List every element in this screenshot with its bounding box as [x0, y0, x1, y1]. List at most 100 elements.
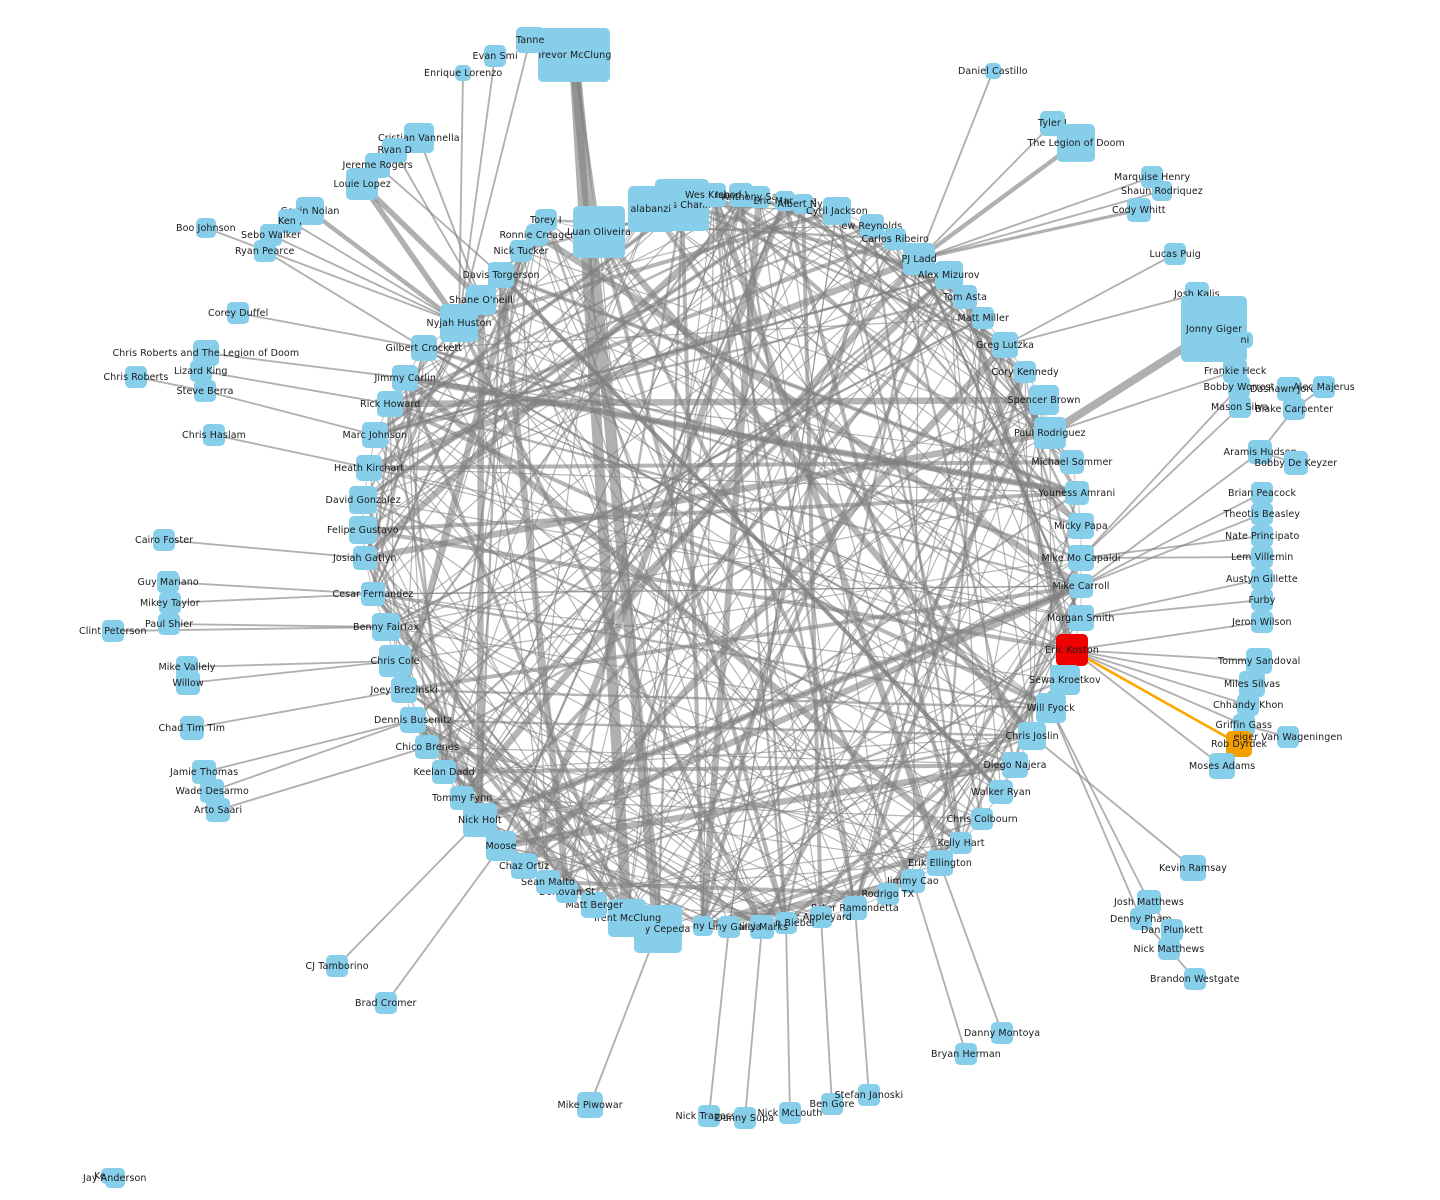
graph-node[interactable] [779, 1102, 801, 1124]
graph-node[interactable] [1068, 605, 1094, 631]
graph-node[interactable] [278, 209, 302, 233]
graph-node[interactable] [628, 186, 674, 232]
graph-node[interactable] [102, 620, 124, 642]
graph-node[interactable] [577, 1092, 603, 1118]
graph-node[interactable] [927, 850, 953, 876]
graph-node[interactable] [901, 869, 925, 893]
graph-node[interactable] [972, 307, 994, 329]
graph-node[interactable] [884, 228, 906, 250]
graph-node[interactable] [877, 883, 899, 905]
graph-node[interactable] [718, 916, 740, 938]
graph-node[interactable] [516, 27, 544, 53]
graph-node[interactable] [346, 168, 378, 200]
graph-node[interactable] [698, 1105, 720, 1127]
graph-node[interactable] [581, 892, 607, 918]
graph-node[interactable] [1130, 908, 1152, 930]
graph-node[interactable] [392, 365, 418, 391]
graph-node[interactable] [955, 1043, 977, 1065]
graph-node[interactable] [903, 243, 935, 275]
graph-node[interactable] [1029, 385, 1059, 415]
graph-node[interactable] [206, 798, 230, 822]
graph-node[interactable] [775, 191, 795, 211]
graph-node[interactable] [450, 786, 474, 810]
graph-node[interactable] [1036, 693, 1066, 723]
graph-node[interactable] [702, 183, 726, 207]
graph-node[interactable] [989, 780, 1013, 804]
graph-node[interactable] [858, 1084, 880, 1106]
graph-node[interactable] [196, 218, 216, 238]
graph-node[interactable] [1057, 124, 1095, 162]
graph-node[interactable] [1068, 513, 1094, 539]
graph-node[interactable] [1184, 968, 1206, 990]
graph-node[interactable] [158, 613, 180, 635]
graph-node[interactable] [176, 671, 200, 695]
graph-node[interactable] [432, 760, 456, 784]
graph-node[interactable] [793, 194, 813, 214]
graph-node[interactable] [1018, 722, 1046, 750]
graph-node[interactable] [375, 992, 397, 1014]
graph-node[interactable] [1127, 198, 1151, 222]
graph-node[interactable] [326, 955, 348, 977]
graph-node[interactable] [693, 916, 713, 936]
graph-node[interactable] [1283, 398, 1305, 420]
graph-node[interactable] [1068, 545, 1094, 571]
graph-node[interactable] [1284, 451, 1308, 475]
graph-node[interactable] [125, 366, 147, 388]
graph-node[interactable] [455, 65, 471, 81]
graph-node[interactable] [1246, 648, 1272, 674]
graph-node[interactable] [190, 360, 212, 382]
graph-node[interactable] [971, 808, 993, 830]
graph-node[interactable] [194, 380, 216, 402]
graph-node[interactable] [823, 197, 851, 225]
graph-node[interactable] [1060, 450, 1084, 474]
graph-node[interactable] [1065, 481, 1089, 505]
graph-node[interactable] [1233, 714, 1255, 736]
graph-node[interactable] [157, 571, 179, 593]
graph-node[interactable] [159, 592, 181, 614]
graph-node[interactable] [1181, 296, 1247, 362]
graph-node[interactable] [843, 896, 867, 920]
graph-node[interactable] [1251, 525, 1273, 547]
graph-node[interactable] [361, 582, 385, 606]
graph-node[interactable] [1313, 376, 1335, 398]
graph-node[interactable] [1164, 243, 1186, 265]
graph-node[interactable] [510, 240, 532, 262]
graph-node[interactable] [860, 214, 884, 238]
graph-node[interactable] [356, 455, 382, 481]
graph-node[interactable] [1239, 671, 1265, 697]
graph-node[interactable] [821, 1093, 843, 1115]
graph-node[interactable] [180, 716, 204, 740]
graph-node[interactable] [985, 63, 1001, 79]
graph-node[interactable] [526, 224, 548, 246]
graph-node[interactable] [775, 912, 797, 934]
graph-node[interactable] [1248, 440, 1272, 464]
graph-node[interactable] [1277, 377, 1301, 401]
graph-node[interactable] [1251, 611, 1273, 633]
graph-node[interactable] [1152, 181, 1172, 201]
graph-node[interactable] [556, 881, 578, 903]
graph-node[interactable] [1161, 919, 1183, 941]
graph-node[interactable] [488, 262, 514, 288]
graph-node[interactable] [748, 186, 770, 208]
graph-node[interactable] [227, 302, 249, 324]
graph-node[interactable] [1251, 568, 1273, 590]
graph-node[interactable] [750, 915, 774, 939]
graph-node[interactable] [950, 832, 972, 854]
graph-node[interactable] [1229, 396, 1251, 418]
graph-node[interactable] [734, 1107, 756, 1129]
graph-node[interactable] [1226, 731, 1252, 757]
graph-node[interactable] [1228, 376, 1250, 398]
graph-node[interactable] [349, 486, 377, 514]
graph-node[interactable] [379, 645, 411, 677]
graph-node[interactable] [203, 424, 225, 446]
graph-node[interactable] [953, 285, 977, 309]
graph-node[interactable] [400, 707, 426, 733]
graph-node[interactable] [362, 422, 388, 448]
graph-node[interactable] [573, 206, 625, 258]
graph-node[interactable] [1034, 417, 1066, 449]
graph-node[interactable] [1251, 503, 1273, 525]
graph-node[interactable] [1237, 694, 1259, 716]
graph-node[interactable] [935, 261, 963, 289]
graph-node[interactable] [484, 45, 506, 67]
